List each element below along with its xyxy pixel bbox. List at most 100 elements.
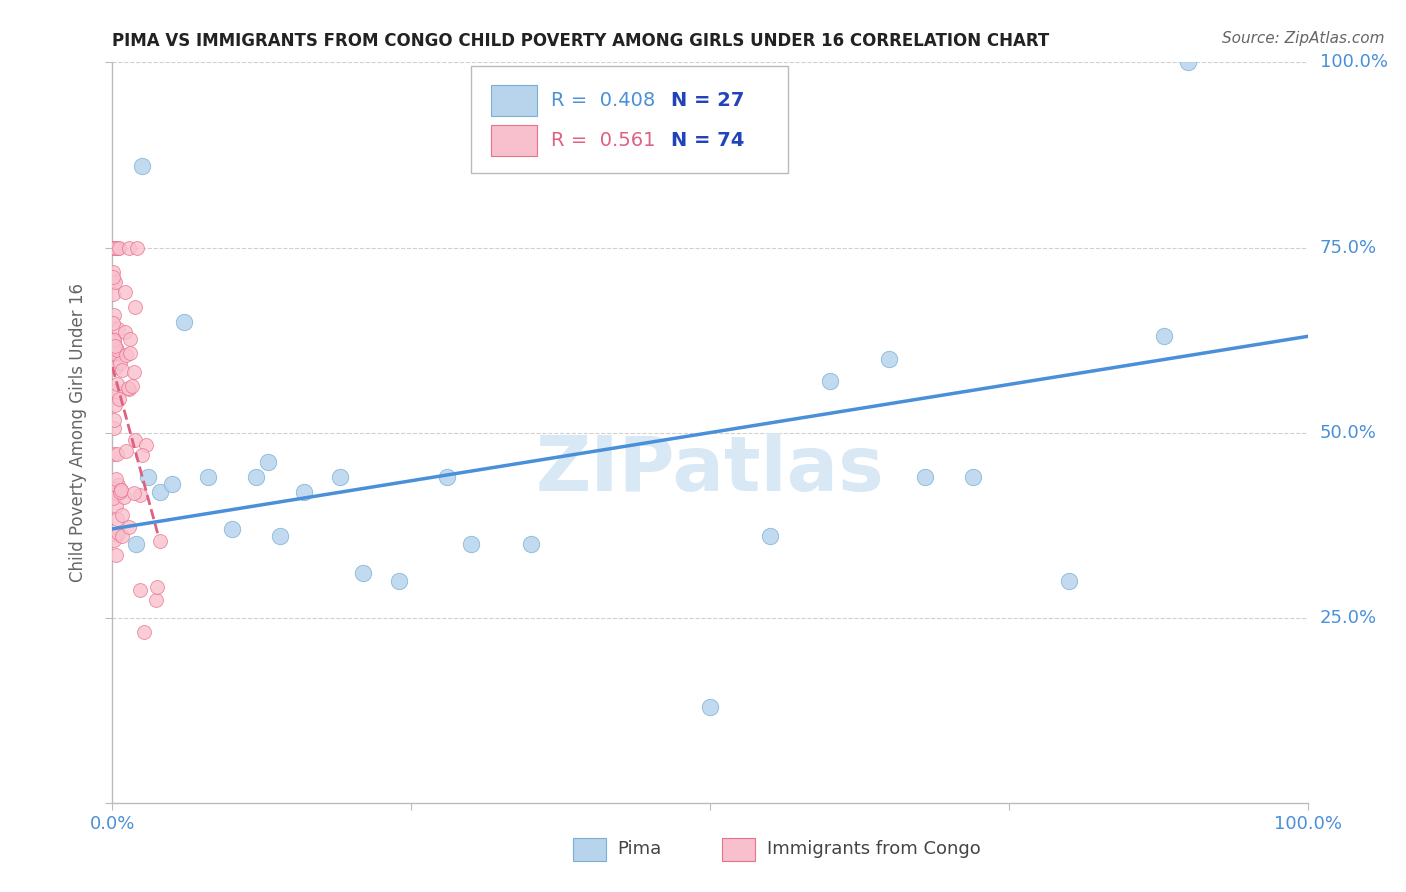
Text: Source: ZipAtlas.com: Source: ZipAtlas.com: [1222, 31, 1385, 46]
Point: [104, 240, 127, 255]
Point: [108, 392, 131, 407]
Point: [118, 345, 141, 359]
Y-axis label: Child Poverty Among Girls Under 16: Child Poverty Among Girls Under 16: [69, 283, 87, 582]
Point: [149, 484, 172, 499]
Point: [759, 529, 782, 543]
Point: [962, 470, 984, 484]
Text: R =  0.408: R = 0.408: [551, 92, 655, 111]
Point: [162, 477, 183, 491]
Point: [103, 447, 125, 461]
Point: [111, 508, 134, 522]
Point: [110, 483, 132, 498]
Point: [118, 383, 141, 397]
Point: [110, 529, 132, 543]
Point: [145, 593, 167, 607]
Point: [105, 240, 128, 255]
FancyBboxPatch shape: [471, 66, 787, 173]
Point: [108, 356, 131, 370]
Text: Pima: Pima: [617, 840, 661, 858]
Point: [149, 533, 172, 548]
Point: [125, 536, 148, 550]
Point: [117, 381, 139, 395]
Text: ZIPatlas: ZIPatlas: [536, 433, 884, 507]
Text: Immigrants from Congo: Immigrants from Congo: [768, 840, 981, 858]
Point: [103, 240, 125, 255]
Point: [245, 470, 267, 484]
Point: [292, 484, 315, 499]
Text: 50.0%: 50.0%: [1320, 424, 1376, 442]
Point: [131, 159, 153, 173]
Point: [107, 478, 129, 492]
Point: [105, 341, 128, 355]
Point: [1057, 574, 1080, 588]
Point: [138, 470, 160, 484]
Point: [103, 269, 125, 284]
Point: [146, 580, 169, 594]
Point: [103, 346, 125, 360]
Point: [112, 490, 135, 504]
Point: [101, 265, 124, 279]
Point: [103, 273, 125, 287]
Point: [460, 536, 482, 550]
Point: [269, 529, 291, 543]
Point: [114, 285, 136, 299]
Point: [125, 240, 148, 255]
Point: [101, 333, 124, 347]
Point: [221, 522, 243, 536]
Text: 100.0%: 100.0%: [1320, 54, 1388, 71]
Point: [914, 470, 936, 484]
Point: [699, 699, 721, 714]
Point: [103, 533, 125, 547]
Point: [105, 528, 128, 542]
Point: [131, 448, 153, 462]
Point: [105, 472, 128, 486]
Point: [103, 332, 125, 346]
Point: [104, 359, 127, 374]
Bar: [491, 86, 537, 117]
Point: [108, 240, 131, 255]
Point: [1177, 55, 1199, 70]
Point: [107, 240, 129, 255]
Point: [105, 499, 128, 513]
Point: [257, 455, 280, 469]
Point: [103, 421, 125, 435]
Point: [107, 486, 129, 500]
Point: [103, 308, 125, 322]
Bar: [572, 838, 606, 861]
Point: [436, 470, 458, 484]
Point: [129, 583, 152, 598]
Point: [103, 413, 125, 427]
Point: [122, 365, 145, 379]
Point: [121, 379, 143, 393]
Point: [135, 438, 157, 452]
Text: N = 74: N = 74: [671, 131, 744, 151]
Point: [118, 240, 141, 255]
Text: 75.0%: 75.0%: [1320, 238, 1376, 257]
Point: [105, 447, 128, 461]
Point: [114, 325, 136, 339]
Text: R =  0.561: R = 0.561: [551, 131, 655, 151]
Point: [114, 443, 136, 458]
Bar: [491, 126, 537, 156]
Point: [118, 519, 141, 533]
Point: [104, 483, 127, 497]
Point: [105, 377, 128, 392]
Point: [132, 625, 155, 640]
Point: [104, 384, 127, 398]
Point: [104, 275, 127, 289]
Point: [107, 322, 129, 336]
Point: [103, 240, 125, 255]
Point: [118, 332, 141, 346]
Point: [879, 351, 901, 366]
Point: [197, 470, 219, 484]
Point: [101, 316, 124, 330]
Point: [122, 486, 145, 500]
Point: [329, 470, 352, 484]
Point: [105, 343, 128, 357]
Point: [111, 362, 134, 376]
Point: [108, 485, 131, 500]
Point: [104, 339, 127, 353]
Point: [105, 548, 128, 562]
Text: N = 27: N = 27: [671, 92, 744, 111]
Point: [124, 433, 146, 447]
